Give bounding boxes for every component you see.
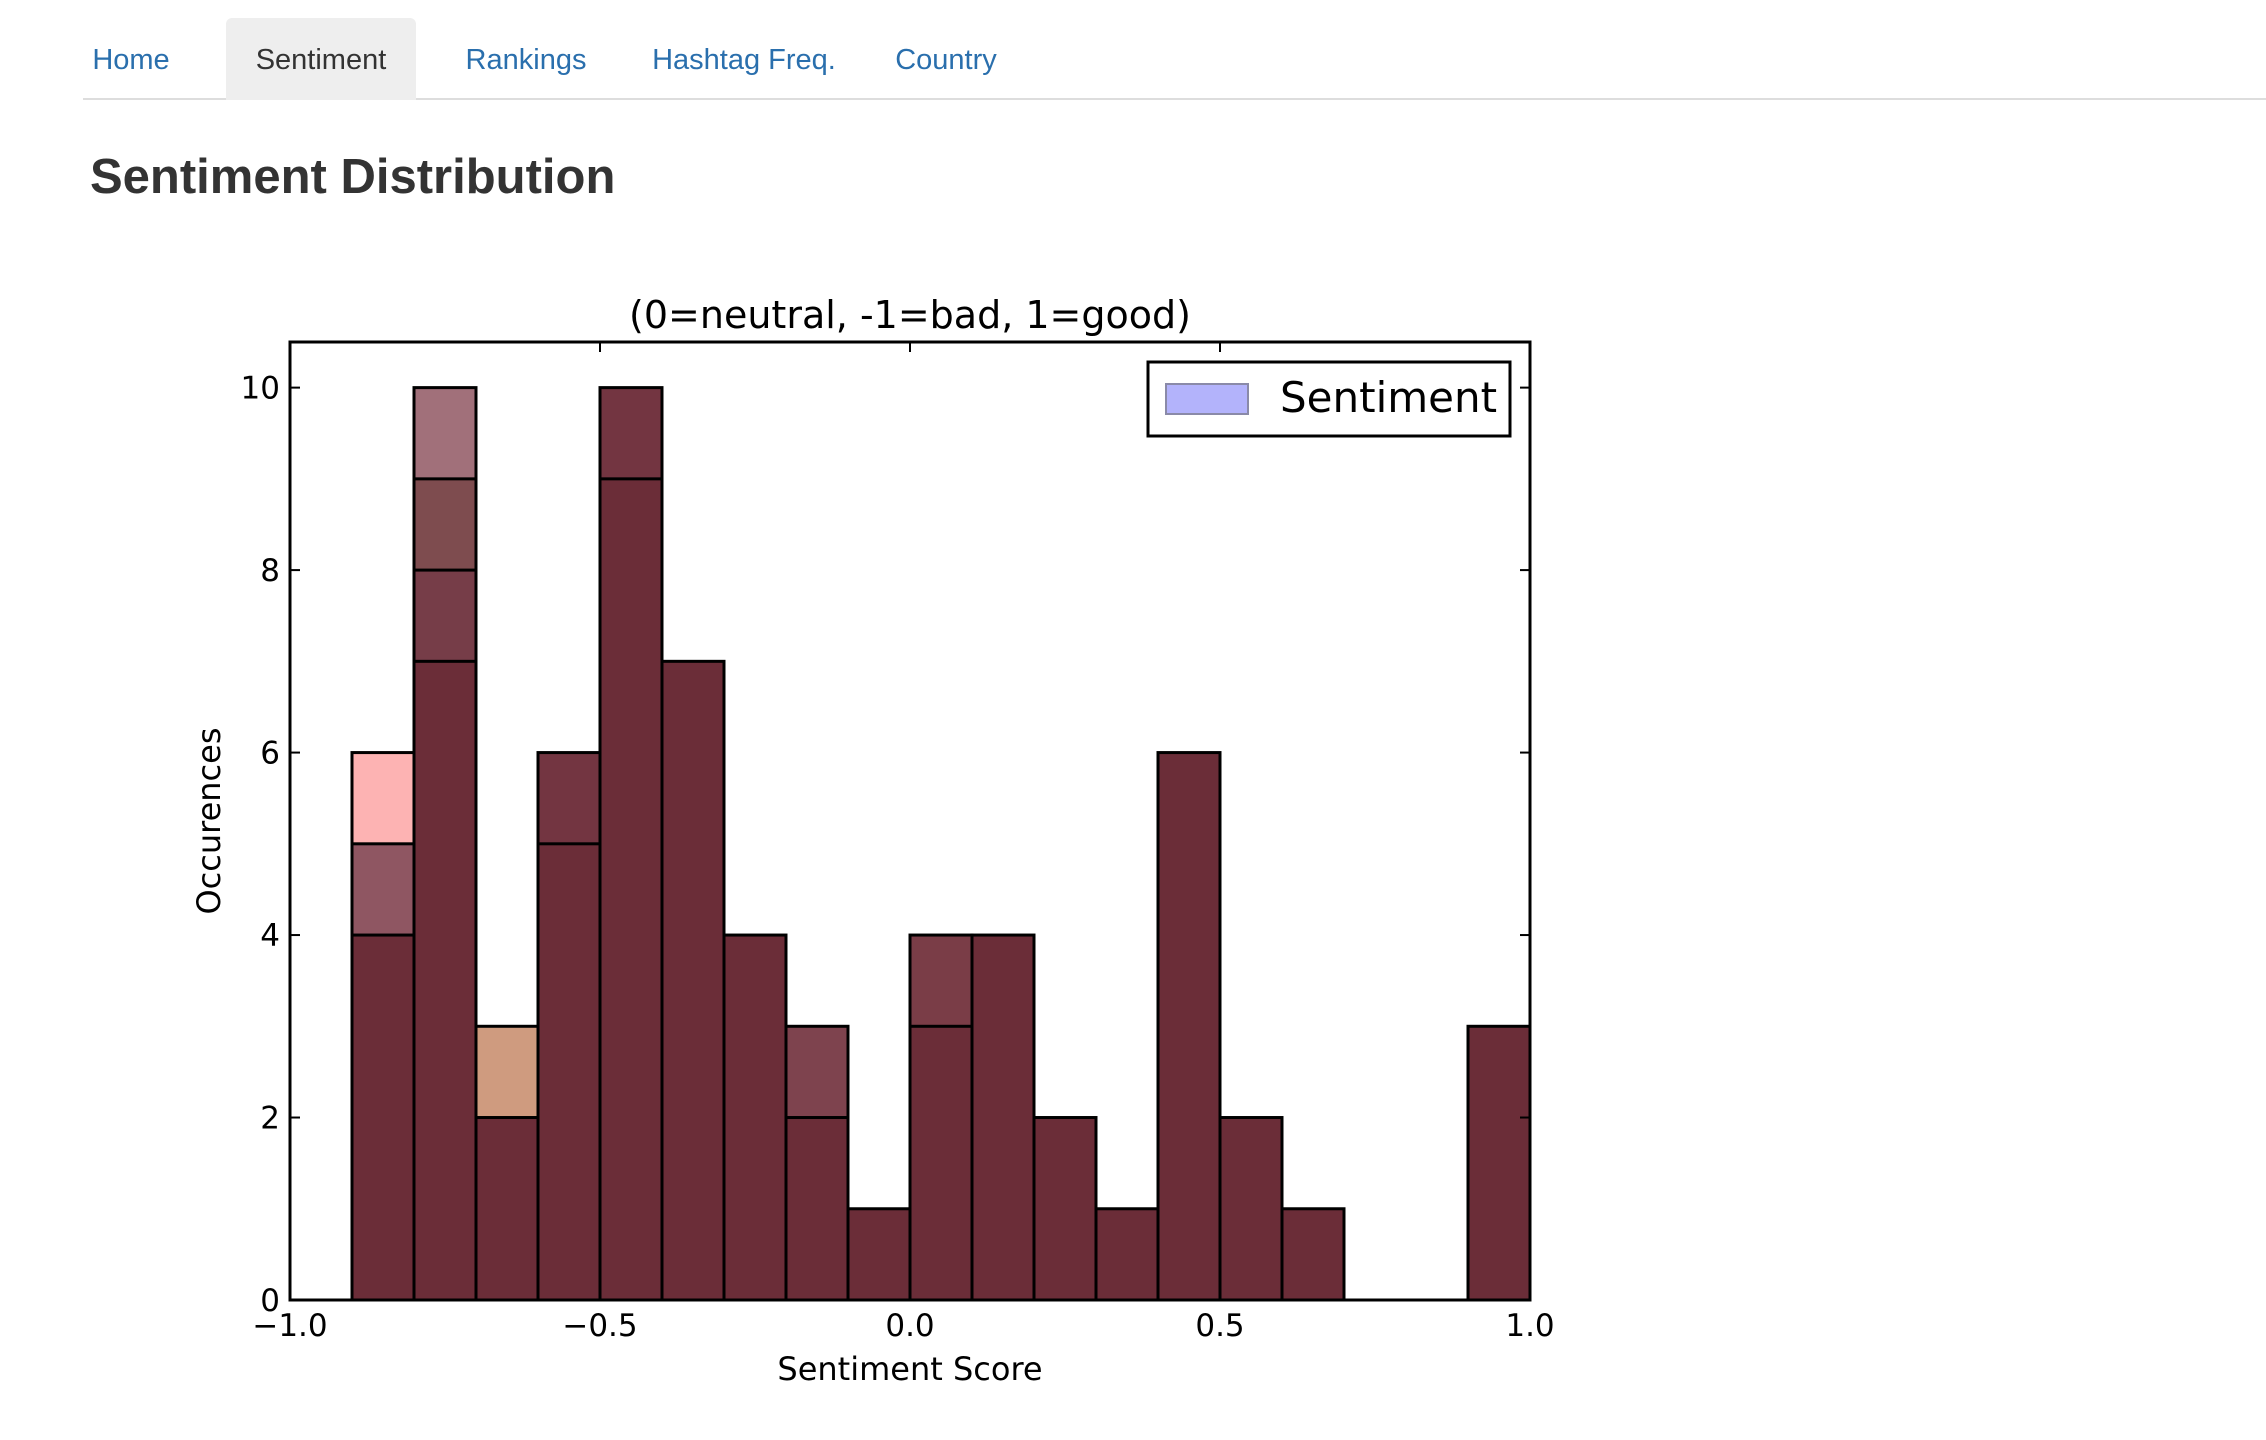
x-tick-label: 0.0 — [885, 1308, 934, 1344]
legend-label: Sentiment — [1280, 373, 1497, 422]
histogram-bar — [1280, 1207, 1346, 1302]
tab-sentiment[interactable]: Sentiment — [226, 18, 416, 100]
histogram-bar — [474, 1116, 540, 1302]
x-tick-label: 0.5 — [1195, 1308, 1244, 1344]
histogram-bar — [536, 842, 602, 1302]
page-title: Sentiment Distribution — [90, 150, 616, 204]
histogram-bar — [660, 659, 726, 1302]
x-tick-label: −0.5 — [562, 1308, 637, 1344]
histogram-bar — [1218, 1116, 1284, 1302]
y-tick-label: 4 — [260, 918, 280, 954]
y-tick-label: 10 — [241, 371, 280, 407]
histogram-bar — [1466, 1024, 1532, 1302]
y-tick-label: 6 — [260, 736, 280, 772]
histogram-bar — [846, 1207, 912, 1302]
y-axis-label: Occurences — [190, 727, 228, 914]
histogram-bar — [412, 659, 478, 1302]
legend-swatch — [1165, 383, 1249, 415]
y-tick-label: 0 — [260, 1283, 280, 1319]
x-axis-label: Sentiment Score — [777, 1350, 1042, 1388]
x-tick-label: −1.0 — [252, 1308, 327, 1344]
histogram-bar — [1156, 751, 1222, 1302]
sentiment-histogram-chart: −1.0 −0.5 0.0 0.5 1.0 0 2 4 6 8 10 (0=neutral, -1=b… — [180, 280, 1580, 1410]
x-tick-label: 1.0 — [1505, 1308, 1554, 1344]
top-nav-tabs: Home Sentiment Rankings Hashtag Freq. Co… — [83, 18, 2266, 100]
histogram-svg: −1.0 −0.5 0.0 0.5 1.0 0 2 4 6 8 10 (0=neutral, -1=b… — [190, 293, 1555, 1388]
histogram-bar — [1032, 1116, 1098, 1302]
histogram-bar — [598, 477, 664, 1302]
histogram-bar — [970, 933, 1036, 1302]
tab-hashtag-freq[interactable]: Hashtag Freq. — [652, 44, 836, 76]
histogram-bar — [722, 933, 788, 1302]
histogram-bar — [350, 933, 416, 1302]
histogram-bar — [784, 1116, 850, 1302]
tab-country[interactable]: Country — [895, 44, 997, 76]
y-tick-label: 2 — [260, 1101, 280, 1137]
chart-title: (0=neutral, -1=bad, 1=good) — [629, 293, 1191, 337]
tab-rankings[interactable]: Rankings — [465, 44, 587, 76]
histogram-bar — [1094, 1207, 1160, 1302]
tab-home[interactable]: Home — [92, 44, 170, 76]
histogram-bar — [908, 1024, 974, 1302]
y-tick-label: 8 — [260, 553, 280, 589]
